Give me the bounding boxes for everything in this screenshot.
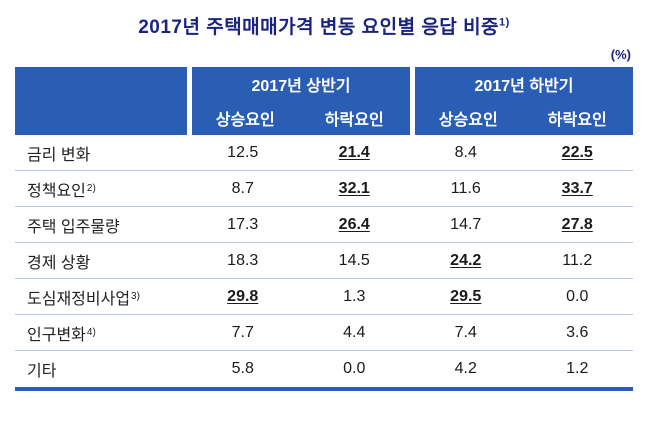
- value-cell: 29.5: [450, 287, 482, 305]
- value-cell: 4.2: [454, 360, 477, 377]
- row-footnote-marker: 2): [86, 183, 96, 194]
- row-label: 정책요인 2): [15, 171, 187, 206]
- table-row: 도심재정비사업 3) 29.8 1.3 29.5 0.0: [15, 279, 633, 315]
- page-title: 2017년 주택매매가격 변동 요인별 응답 비중1): [15, 8, 633, 41]
- row-label-text: 경제 상황: [27, 254, 91, 272]
- value-cell: 21.4: [338, 143, 370, 161]
- page-title-text: 2017년 주택매매가격 변동 요인별 응답 비중: [138, 17, 500, 38]
- corner-cell: [15, 67, 187, 135]
- value-cell: 14.7: [450, 215, 482, 233]
- value-cell: 14.5: [338, 251, 370, 269]
- unit-label: (%): [610, 47, 631, 62]
- row-label-text: 정책요인: [27, 182, 86, 200]
- value-cell: 5.8: [231, 360, 254, 377]
- table-row: 인구변화 4) 7.7 4.4 7.4 3.6: [15, 315, 633, 351]
- col-header: 하락요인: [547, 112, 607, 129]
- row-label-text: 기타: [27, 363, 57, 380]
- row-label: 인구변화 4): [15, 315, 187, 350]
- group-header-first-half: 2017년 상반기: [187, 67, 410, 101]
- table-row: 정책요인 2) 8.7 32.1 11.6 33.7: [15, 171, 633, 207]
- row-label: 기타: [15, 351, 187, 387]
- row-footnote-marker: 4): [86, 327, 96, 338]
- col-header: 상승요인: [187, 101, 299, 135]
- data-table: 2017년 상반기 2017년 하반기 상승요인 하락요인 상승요인 하락요인 …: [15, 67, 633, 391]
- value-cell: 0.0: [343, 360, 366, 377]
- value-cell: 1.3: [343, 287, 366, 305]
- value-cell: 11.2: [562, 251, 593, 269]
- table-row: 주택 입주물량 17.3 26.4 14.7 27.8: [15, 207, 633, 243]
- value-cell: 17.3: [227, 215, 259, 233]
- value-cell: 0.0: [566, 287, 589, 305]
- table-row: 경제 상황 18.3 14.5 24.2 11.2: [15, 243, 633, 279]
- row-label: 경제 상황: [15, 243, 187, 278]
- table-body: 금리 변화 12.5 21.4 8.4 22.5 정책요인 2) 8.7 32.1 11.6 33.…: [15, 135, 633, 387]
- row-label-text: 인구변화: [27, 326, 86, 344]
- row-footnote-marker: 3): [131, 291, 140, 302]
- table-header: 2017년 상반기 2017년 하반기 상승요인 하락요인 상승요인 하락요인: [15, 67, 633, 135]
- value-cell: 29.8: [227, 287, 259, 305]
- row-label: 금리 변화: [15, 135, 187, 170]
- title-footnote-marker: 1): [499, 16, 510, 29]
- row-label: 도심재정비사업 3): [15, 279, 187, 314]
- table-row: 기타 5.8 0.0 4.2 1.2: [15, 351, 633, 387]
- col-header: 상승요인: [410, 101, 522, 135]
- row-label-text: 도심재정비사업: [27, 290, 131, 308]
- row-label: 주택 입주물량: [15, 207, 187, 242]
- value-cell: 33.7: [561, 179, 593, 197]
- value-cell: 7.4: [454, 323, 477, 341]
- value-cell: 18.3: [227, 251, 259, 269]
- value-cell: 8.4: [454, 143, 477, 161]
- value-cell: 4.4: [343, 323, 366, 341]
- col-header: 하락요인: [324, 112, 384, 129]
- value-cell: 32.1: [338, 179, 370, 197]
- value-cell: 1.2: [566, 360, 589, 377]
- value-cell: 3.6: [566, 323, 589, 341]
- value-cell: 27.8: [561, 215, 593, 233]
- value-cell: 24.2: [450, 251, 482, 269]
- value-cell: 26.4: [338, 215, 370, 233]
- row-label-text: 금리 변화: [27, 146, 91, 164]
- table-row: 금리 변화 12.5 21.4 8.4 22.5: [15, 135, 633, 171]
- value-cell: 12.5: [227, 143, 259, 161]
- value-cell: 11.6: [450, 179, 481, 197]
- value-cell: 7.7: [231, 323, 254, 341]
- row-label-text: 주택 입주물량: [27, 218, 120, 236]
- group-header-second-half: 2017년 하반기: [410, 67, 633, 101]
- value-cell: 22.5: [561, 143, 593, 161]
- value-cell: 8.7: [231, 179, 254, 197]
- page: 2017년 주택매매가격 변동 요인별 응답 비중1) (%) 2017년 상반…: [15, 8, 633, 391]
